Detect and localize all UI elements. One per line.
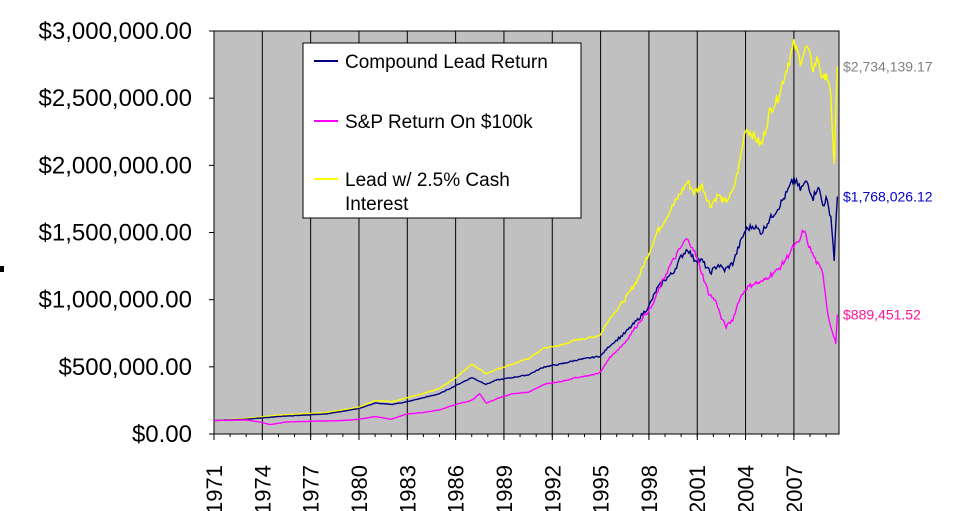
x-tick-label: 2001 bbox=[685, 465, 710, 511]
y-tick-label: $2,000,000.00 bbox=[39, 152, 192, 179]
legend-label-line: Interest bbox=[345, 194, 409, 215]
legend-label-line: Lead w/ 2.5% Cash bbox=[345, 170, 510, 191]
legend-label-2: Lead w/ 2.5% Cash Interest bbox=[345, 170, 510, 215]
x-axis: 1971 1974 1977 1980 1983 1986 1989 1992 1995 1998… bbox=[202, 434, 827, 511]
legend: Compound Lead Return S&P Return On $100k L… bbox=[302, 42, 582, 219]
x-tick-label: 1998 bbox=[637, 465, 662, 511]
end-label-1: $889,451.52 bbox=[843, 307, 921, 323]
y-tick-label: $1,000,000.00 bbox=[39, 287, 192, 314]
x-tick-label: 1974 bbox=[250, 465, 275, 511]
x-tick-label: 2007 bbox=[782, 465, 807, 511]
series-line-0 bbox=[214, 176, 839, 422]
x-tick-label: 1983 bbox=[395, 465, 420, 511]
y-tick-label: $0.00 bbox=[132, 421, 192, 448]
x-tick-label: 1989 bbox=[492, 465, 517, 511]
end-label-2: $2,734,139.17 bbox=[843, 59, 933, 75]
series-line-1 bbox=[214, 228, 839, 426]
x-tick-label: 1980 bbox=[347, 465, 372, 511]
y-tick-label: $2,500,000.00 bbox=[39, 85, 192, 112]
end-labels: $2,734,139.17 $1,768,026.12 $889,451.52 bbox=[843, 59, 933, 323]
end-label-0: $1,768,026.12 bbox=[843, 188, 933, 204]
x-tick-label: 2004 bbox=[734, 465, 759, 511]
x-tick-label: 1995 bbox=[589, 465, 614, 511]
y-tick-label: $3,000,000.00 bbox=[39, 18, 192, 45]
left-edge-mark bbox=[0, 266, 4, 272]
y-tick-label: $500,000.00 bbox=[59, 354, 192, 381]
y-axis: $0.00 $500,000.00 $1,000,000.00 $1,500,000.… bbox=[39, 18, 214, 448]
legend-box bbox=[302, 42, 582, 219]
x-tick-label: 1977 bbox=[299, 465, 324, 511]
series-lines bbox=[213, 39, 839, 426]
x-tick-label: 1992 bbox=[540, 465, 565, 511]
legend-label-1: S&P Return On $100k bbox=[345, 112, 533, 133]
x-tick-label: 1971 bbox=[202, 465, 227, 511]
x-tick-label: 1986 bbox=[444, 465, 469, 511]
legend-label-0: Compound Lead Return bbox=[345, 52, 548, 73]
y-tick-label: $1,500,000.00 bbox=[39, 220, 192, 247]
series-line-2 bbox=[213, 39, 839, 422]
